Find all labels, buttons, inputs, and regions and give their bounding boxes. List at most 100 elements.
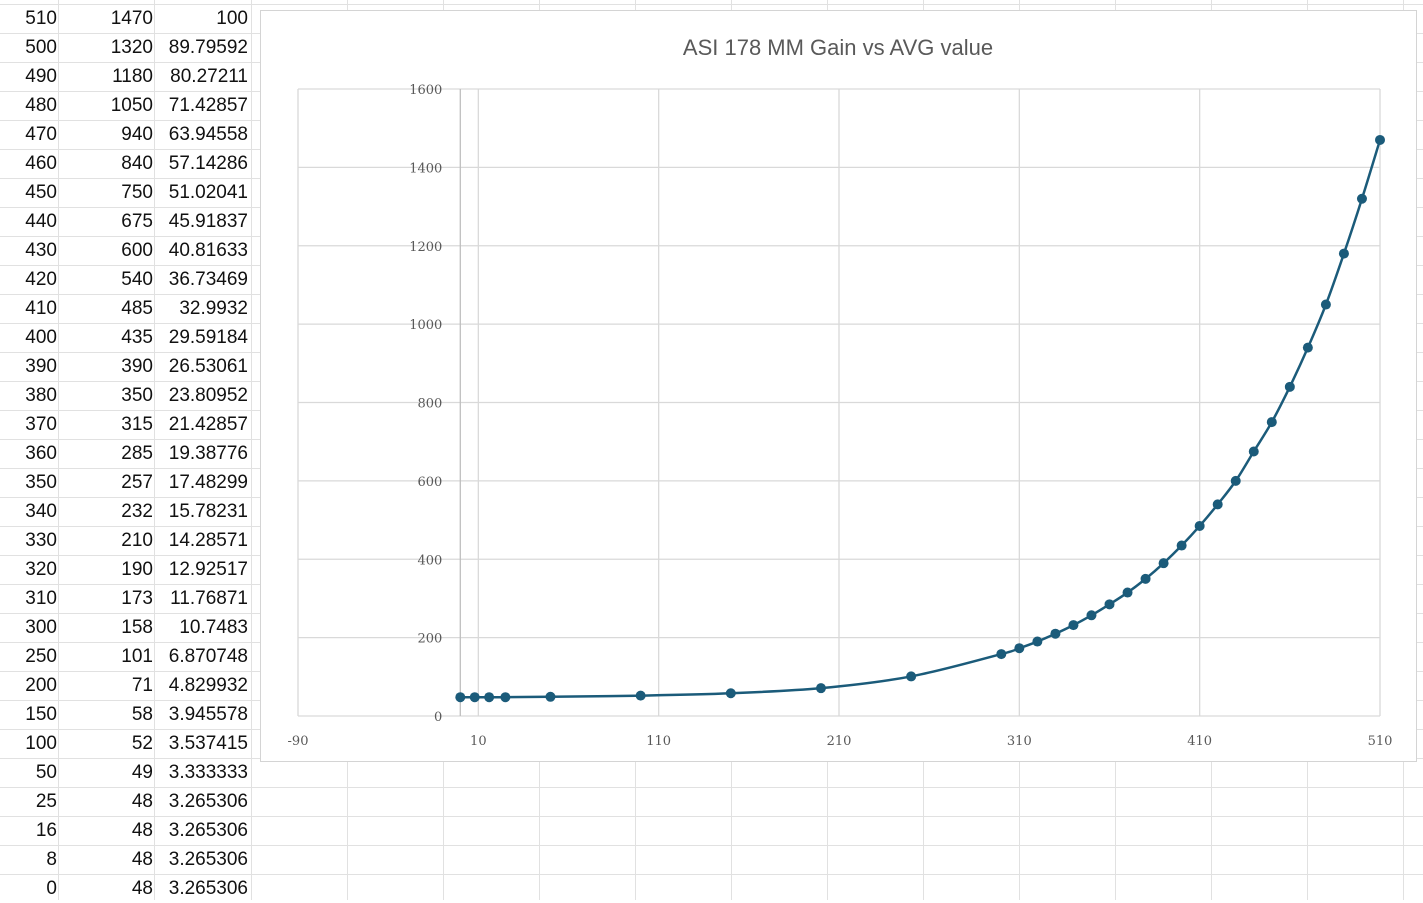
sheet-cell[interactable]: 40.81633 [168, 240, 248, 261]
sheet-cell[interactable]: 1320 [110, 37, 153, 58]
sheet-cell[interactable]: 14.28571 [168, 530, 248, 551]
sheet-cell[interactable]: 150 [25, 704, 57, 725]
sheet-cell[interactable]: 500 [25, 37, 57, 58]
sheet-cell[interactable]: 100 [25, 733, 57, 754]
sheet-cell[interactable]: 470 [25, 124, 57, 145]
data-point[interactable] [996, 649, 1007, 660]
sheet-cell[interactable]: 257 [121, 472, 153, 493]
data-point[interactable] [484, 692, 495, 703]
sheet-cell[interactable]: 485 [121, 298, 153, 319]
sheet-cell[interactable]: 29.59184 [168, 327, 248, 348]
sheet-cell[interactable]: 285 [121, 443, 153, 464]
sheet-cell[interactable]: 490 [25, 66, 57, 87]
data-point[interactable] [545, 691, 556, 702]
sheet-cell[interactable]: 1050 [110, 95, 153, 116]
sheet-cell[interactable]: 315 [121, 414, 153, 435]
sheet-cell[interactable]: 48 [131, 820, 153, 841]
sheet-cell[interactable]: 45.91837 [168, 211, 248, 232]
sheet-cell[interactable]: 370 [25, 414, 57, 435]
data-point[interactable] [1375, 134, 1385, 145]
sheet-cell[interactable]: 480 [25, 95, 57, 116]
data-point[interactable] [815, 683, 826, 694]
data-point[interactable] [1356, 193, 1367, 204]
data-point[interactable] [1338, 248, 1349, 259]
sheet-cell[interactable]: 410 [25, 298, 57, 319]
sheet-cell[interactable]: 350 [25, 472, 57, 493]
sheet-cell[interactable]: 25 [35, 791, 57, 812]
sheet-cell[interactable]: 190 [121, 559, 153, 580]
sheet-cell[interactable]: 80.27211 [170, 66, 248, 87]
sheet-cell[interactable]: 440 [25, 211, 57, 232]
sheet-cell[interactable]: 310 [25, 588, 57, 609]
sheet-cell[interactable]: 6.870748 [168, 646, 248, 667]
sheet-cell[interactable]: 3.537415 [168, 733, 248, 754]
sheet-cell[interactable]: 940 [121, 124, 153, 145]
sheet-cell[interactable]: 19.38776 [168, 443, 248, 464]
sheet-cell[interactable]: 63.94558 [168, 124, 248, 145]
data-point[interactable] [1104, 599, 1115, 610]
sheet-cell[interactable]: 8 [46, 849, 57, 870]
data-point[interactable] [725, 688, 736, 699]
data-point[interactable] [1176, 540, 1187, 551]
sheet-cell[interactable]: 675 [121, 211, 153, 232]
sheet-cell[interactable]: 48 [131, 878, 153, 899]
sheet-cell[interactable]: 12.92517 [168, 559, 248, 580]
data-point[interactable] [1248, 446, 1259, 457]
sheet-cell[interactable]: 17.48299 [168, 472, 248, 493]
sheet-cell[interactable]: 71.42857 [168, 95, 248, 116]
sheet-cell[interactable]: 750 [121, 182, 153, 203]
sheet-cell[interactable]: 210 [121, 530, 153, 551]
sheet-cell[interactable]: 510 [25, 8, 57, 29]
data-point[interactable] [1140, 573, 1151, 584]
sheet-cell[interactable]: 89.79592 [168, 37, 248, 58]
sheet-cell[interactable]: 350 [121, 385, 153, 406]
data-point[interactable] [635, 690, 646, 701]
sheet-cell[interactable]: 10.7483 [179, 617, 248, 638]
sheet-cell[interactable]: 3.265306 [168, 820, 248, 841]
sheet-cell[interactable]: 3.945578 [168, 704, 248, 725]
sheet-cell[interactable]: 390 [25, 356, 57, 377]
sheet-cell[interactable]: 50 [35, 762, 57, 783]
sheet-cell[interactable]: 48 [131, 791, 153, 812]
sheet-cell[interactable]: 3.265306 [168, 791, 248, 812]
sheet-cell[interactable]: 158 [121, 617, 153, 638]
data-point[interactable] [1266, 417, 1277, 428]
sheet-cell[interactable]: 540 [121, 269, 153, 290]
sheet-cell[interactable]: 390 [121, 356, 153, 377]
sheet-cell[interactable]: 300 [25, 617, 57, 638]
sheet-cell[interactable]: 51.02041 [168, 182, 248, 203]
sheet-cell[interactable]: 173 [121, 588, 153, 609]
sheet-cell[interactable]: 320 [25, 559, 57, 580]
sheet-cell[interactable]: 26.53061 [168, 356, 248, 377]
sheet-cell[interactable]: 52 [131, 733, 153, 754]
sheet-cell[interactable]: 840 [121, 153, 153, 174]
sheet-cell[interactable]: 15.78231 [168, 501, 248, 522]
sheet-cell[interactable]: 400 [25, 327, 57, 348]
data-point[interactable] [1320, 299, 1331, 310]
data-point[interactable] [1158, 558, 1169, 569]
sheet-cell[interactable]: 101 [121, 646, 153, 667]
sheet-cell[interactable]: 36.73469 [168, 269, 248, 290]
sheet-cell[interactable]: 250 [25, 646, 57, 667]
sheet-cell[interactable]: 435 [121, 327, 153, 348]
sheet-cell[interactable]: 100 [216, 8, 248, 29]
sheet-cell[interactable]: 330 [25, 530, 57, 551]
sheet-cell[interactable]: 4.829932 [168, 675, 248, 696]
sheet-cell[interactable]: 380 [25, 385, 57, 406]
sheet-cell[interactable]: 0 [46, 878, 57, 899]
sheet-cell[interactable]: 21.42857 [168, 414, 248, 435]
data-point[interactable] [1302, 342, 1313, 353]
sheet-cell[interactable]: 232 [121, 501, 153, 522]
data-point[interactable] [1032, 636, 1043, 647]
sheet-cell[interactable]: 3.265306 [168, 849, 248, 870]
sheet-cell[interactable]: 430 [25, 240, 57, 261]
sheet-cell[interactable]: 16 [35, 820, 57, 841]
sheet-cell[interactable]: 49 [131, 762, 153, 783]
data-point[interactable] [455, 692, 466, 703]
sheet-cell[interactable]: 460 [25, 153, 57, 174]
sheet-cell[interactable]: 3.333333 [168, 762, 248, 783]
data-point[interactable] [906, 671, 917, 682]
sheet-cell[interactable]: 57.14286 [168, 153, 248, 174]
data-point[interactable] [1284, 381, 1295, 392]
